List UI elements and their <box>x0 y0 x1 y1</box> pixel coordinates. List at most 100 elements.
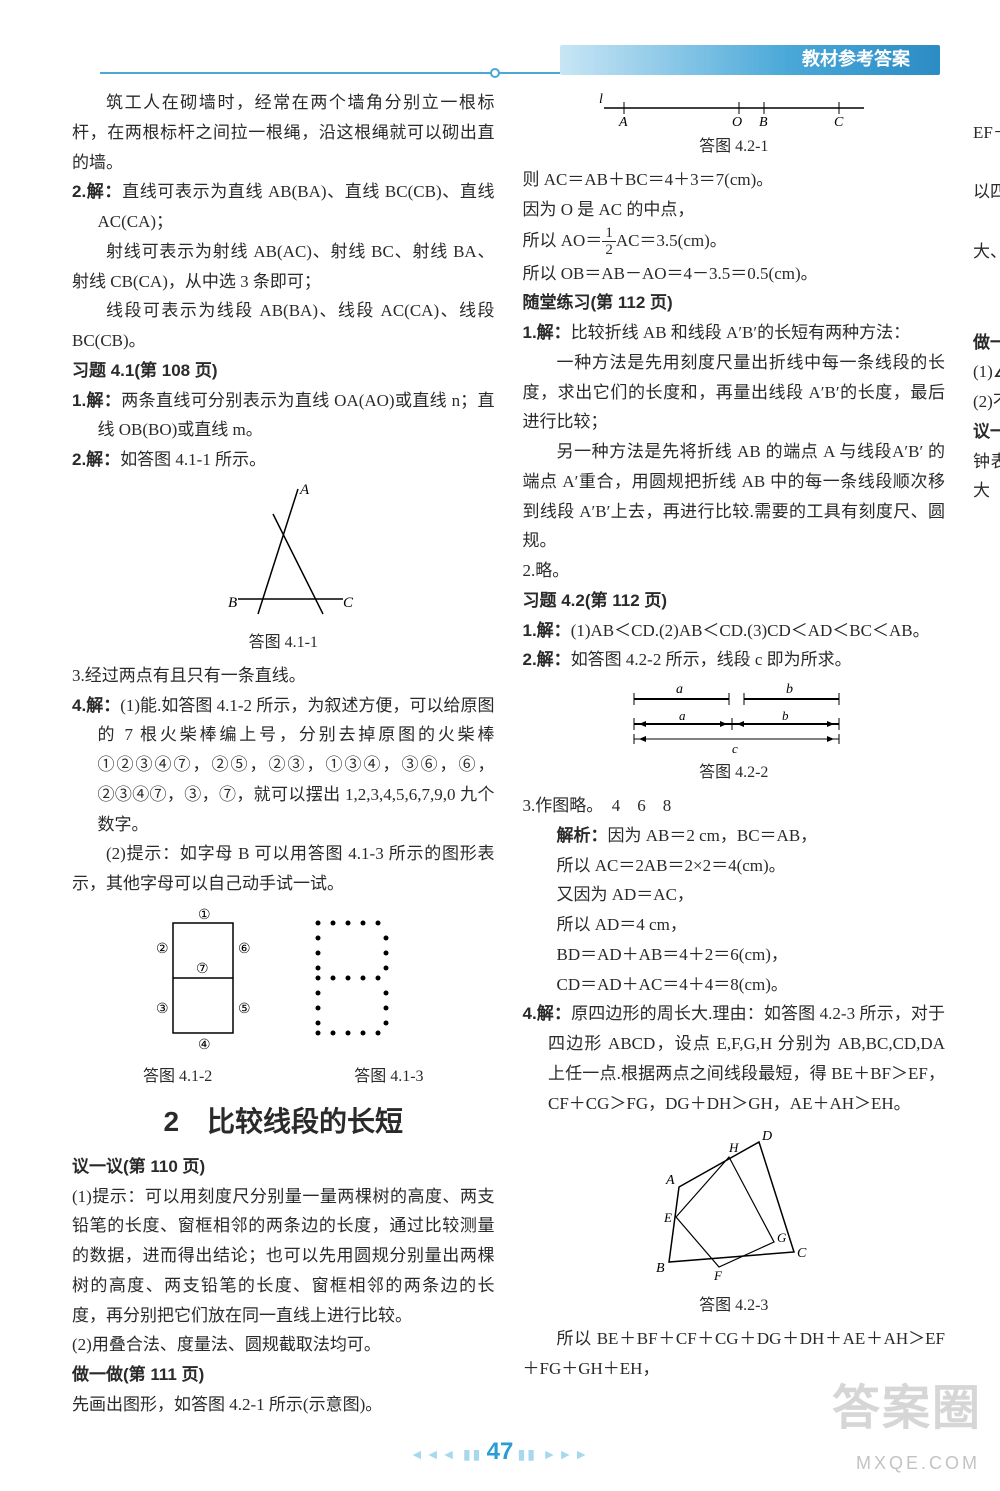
label: 2.解： <box>72 182 122 201</box>
watermark-sub: MXQE.COM <box>856 1448 980 1480</box>
svg-text:l: l <box>599 92 603 107</box>
svg-text:c: c <box>732 741 738 756</box>
para: (2)提示：如字母 B 可以用答图 4.1-3 所示的图形表示，其他字母可以自己… <box>72 839 495 899</box>
para: 线段可表示为线段 AB(BA)、线段 AC(CA)、线段 BC(CB)。 <box>72 296 495 356</box>
watermark-main: 答案圈 <box>832 1367 982 1451</box>
label: 1.解： <box>523 323 571 342</box>
content-columns: 筑工人在砌墙时，经常在两个墙角分别立一根标杆，在两根标杆之间拉一根绳，沿这根绳就… <box>72 88 945 1431</box>
text: 直线可表示为直线 AB(BA)、直线 BC(CB)、直线 AC(CA)； <box>98 182 495 231</box>
para: 对于五边形、六边形同样成立，即原五边形的周长大、原六边形的周长大。 <box>973 207 1000 267</box>
label: 解析： <box>557 826 608 845</box>
para: BD＝AD＋AB＝4＋2＝6(cm)， <box>523 940 946 970</box>
fig-caption: 答图 4.2-1 <box>523 133 946 161</box>
para: 2.解：直线可表示为直线 AB(BA)、直线 BC(CB)、直线 AC(CA)； <box>72 177 495 237</box>
fig-caption: 答图 4.1-2 <box>143 1063 212 1091</box>
footer-decor-left: ◄◄◄ ▮▮ <box>410 1448 482 1463</box>
text: 两条直线可分别表示为直线 OA(AO)或直线 n；直线 OB(BO)或直线 m。 <box>98 391 495 440</box>
label: 1.解： <box>72 391 121 410</box>
svg-text:a: a <box>679 708 686 723</box>
exercise-heading: 习题 4.2(第 112 页) <box>523 586 946 616</box>
para: 解析：因为 AB＝2 cm，BC＝AB， <box>523 821 946 851</box>
para: 所以 OB＝AB－AO＝4－3.5＝0.5(cm)。 <box>523 259 946 289</box>
label: 2.解： <box>523 650 571 669</box>
text: 原四边形的周长大.理由：如答图 4.2-3 所示，对于四边形 ABCD，设点 E… <box>548 1004 945 1112</box>
para: 3.经过两点有且只有一条直线。 <box>72 661 495 691</box>
para: 2.解：如答图 4.2-2 所示，线段 c 即为所求。 <box>523 645 946 675</box>
svg-text:B: B <box>656 1261 665 1276</box>
para: (1)提示：可以用刻度尺分别量一量两棵树的高度、两支铅笔的长度、窗框相邻的两条边… <box>72 1182 495 1331</box>
svg-text:F: F <box>713 1268 723 1283</box>
svg-text:C: C <box>834 115 844 130</box>
fig-caption: 答图 4.2-3 <box>523 1292 946 1320</box>
figure-4-2-3: A D C B E H G F 答图 4.2-3 <box>523 1122 946 1320</box>
figure-4-1-2-3: ① ② ③ ④ ⑤ ⑥ ⑦ 答图 4.1-2 答图 4.1-3 <box>72 903 495 1091</box>
para: 钟表时针与分针从一个位置转动到另一个位置时形成了大 <box>973 447 1000 507</box>
figure-4-2-1: l A O B C 答图 4.2-1 <box>523 88 946 161</box>
label: 4.解： <box>72 696 120 715</box>
svg-text:C: C <box>797 1246 807 1261</box>
para: 所以 AO＝12AC＝3.5(cm)。 <box>523 225 946 259</box>
para: 又因为 AD＝AC， <box>523 880 946 910</box>
para: 筑工人在砌墙时，经常在两个墙角分别立一根标杆，在两根标杆之间拉一根绳，沿这根绳就… <box>72 88 495 177</box>
svg-text:H: H <box>728 1140 739 1155</box>
text: 所以 AO＝ <box>523 230 603 249</box>
para: 1.解：(1)AB＜CD.(2)AB＜CD.(3)CD＜AD＜BC＜AB。 <box>523 616 946 646</box>
para: 则 AC＝AB＋BC＝4＋3＝7(cm)。 <box>523 165 946 195</box>
text: AC＝3.5(cm)。 <box>616 230 727 249</box>
svg-text:A: A <box>665 1173 675 1188</box>
label: 4.解： <box>523 1004 572 1023</box>
fig-caption: 答图 4.1-1 <box>72 629 495 657</box>
para: 射线可表示为射线 AB(AC)、射线 BC、射线 BA、射线 CB(CA)，从中… <box>72 237 495 297</box>
page-number: 47 <box>487 1438 514 1465</box>
section-title-2: 2 比较线段的长短 <box>72 1097 495 1146</box>
figure-4-1-1: A B C 答图 4.1-1 <box>72 479 495 657</box>
fraction: 12 <box>602 225 616 259</box>
para: 1.解：比较折线 AB 和线段 A′B′的长短有两种方法： <box>523 318 946 348</box>
para: 所以 AD＝4 cm， <box>523 910 946 940</box>
section-title-3: 3 角 <box>973 273 1000 322</box>
para: 3.作图略。 4 6 8 <box>523 791 946 821</box>
svg-text:①: ① <box>198 908 211 923</box>
para: 2.略。 <box>523 556 946 586</box>
svg-text:E: E <box>663 1210 672 1225</box>
subheading: 做一做(第 111 页) <box>72 1360 495 1390</box>
header-bar: 教材参考答案 <box>560 45 940 75</box>
svg-text:A: A <box>618 115 628 130</box>
svg-text:a: a <box>676 682 683 697</box>
svg-text:B: B <box>228 595 237 611</box>
para: (1)∠CAD，∠BAD，∠BAC。 <box>973 357 1000 387</box>
svg-text:④: ④ <box>198 1038 211 1053</box>
svg-text:B: B <box>759 115 768 130</box>
para: 4.解：(1)能.如答图 4.1-2 所示，为叙述方便，可以给原图的 7 根火柴… <box>72 691 495 840</box>
para: 4.解：原四边形的周长大.理由：如答图 4.2-3 所示，对于四边形 ABCD，… <box>523 999 946 1118</box>
svg-text:C: C <box>343 595 354 611</box>
figure-4-2-2: a b a b c 答图 4.2-2 <box>523 679 946 787</box>
text: 如答图 4.1-1 所示。 <box>120 450 266 469</box>
para: (2)不能用∠A 来表示。 <box>973 387 1000 417</box>
header-dot <box>490 68 500 78</box>
subheading: 随堂练习(第 112 页) <box>523 288 946 318</box>
svg-text:b: b <box>786 682 793 697</box>
text: (1)AB＜CD.(2)AB＜CD.(3)CD＜AD＜BC＜AB。 <box>571 621 930 640</box>
para: 先画出图形，如答图 4.2-1 所示(示意图)。 <box>72 1390 495 1420</box>
text: (1)能.如答图 4.1-2 所示，为叙述方便，可以给原图的 7 根火柴棒编上号… <box>98 696 495 834</box>
para: 所以 AC＝2AB＝2×2＝4(cm)。 <box>523 851 946 881</box>
subheading: 议一议(第 115 页) <box>973 417 1000 447</box>
text: 因为 AB＝2 cm，BC＝AB， <box>608 826 818 845</box>
footer-decor-right: ▮▮ ►►► <box>518 1448 590 1463</box>
para: 另一种方法是先将折线 AB 的端点 A 与线段A′B′ 的端点 A′重合，用圆规… <box>523 437 946 556</box>
svg-text:O: O <box>732 115 742 130</box>
para: CD＝AD＋AC＝4＋4＝8(cm)。 <box>523 970 946 1000</box>
para: 即(AE＋BE)＋(BF＋CF)＋(CG＋DG)＋(DH＋AH)＞EF＋FG＋G… <box>973 88 1000 148</box>
label: 1.解： <box>523 621 571 640</box>
header-title: 教材参考答案 <box>802 44 910 76</box>
fig-caption: 答图 4.2-2 <box>523 759 946 787</box>
label: 2.解： <box>72 450 120 469</box>
subheading: 议一议(第 110 页) <box>72 1152 495 1182</box>
text: 比较折线 AB 和线段 A′B′的长短有两种方法： <box>571 323 910 342</box>
svg-text:b: b <box>782 708 789 723</box>
para: (2)用叠合法、度量法、圆规截取法均可。 <box>72 1330 495 1360</box>
svg-text:⑥: ⑥ <box>238 942 251 957</box>
subheading: 做一做(第 114 页) <box>973 328 1000 358</box>
svg-text:⑦: ⑦ <box>196 962 209 977</box>
